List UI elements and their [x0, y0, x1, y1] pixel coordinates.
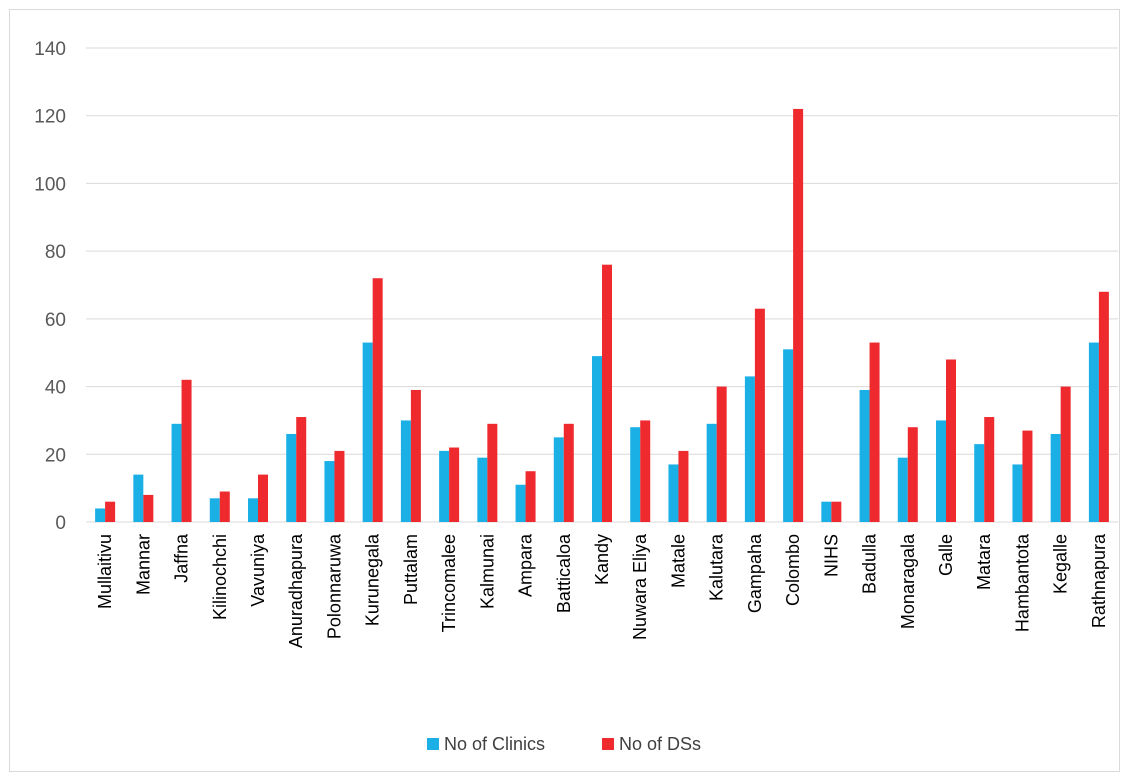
bar-dss: [640, 420, 651, 522]
y-axis-tick-labels: 0 20 40 60 80 100 120 140: [34, 39, 66, 534]
x-category-label: Mullaitivu: [95, 534, 115, 609]
bar-clinics: [553, 437, 564, 522]
x-category-label: Ampara: [516, 533, 536, 597]
bar-dss: [754, 308, 765, 522]
bar-clinics: [1088, 342, 1099, 522]
x-category-label: Rathnapura: [1089, 533, 1109, 628]
bar-dss: [296, 417, 307, 522]
bar-dss: [449, 447, 460, 522]
bar-clinics: [286, 433, 297, 522]
y-tick-label: 140: [34, 39, 66, 60]
y-tick-label: 80: [45, 242, 66, 263]
bar-dss: [258, 474, 268, 522]
x-category-label: Kegalle: [1051, 534, 1071, 594]
bar-clinics: [783, 349, 794, 522]
x-category-label: Trincomalee: [439, 534, 459, 632]
x-category-label: Galle: [936, 534, 956, 576]
bar-dss: [831, 501, 842, 522]
x-category-label: Nuwara Eliya: [630, 533, 650, 640]
bar-dss: [869, 342, 880, 522]
bars: [95, 108, 1109, 522]
x-axis-category-labels: Mullaitivu Mannar Jaffna Kilinochchi Vavuniy…: [95, 533, 1109, 648]
bar-dss: [1060, 386, 1071, 522]
legend-swatch: [427, 738, 439, 750]
bar-dss: [372, 278, 383, 522]
x-category-label: Hambantota: [1012, 533, 1032, 632]
bar-dss: [946, 359, 956, 522]
bar-clinics: [706, 423, 717, 522]
x-category-label: Monaragala: [898, 533, 918, 629]
bar-dss: [219, 491, 230, 522]
bar-clinics: [1050, 433, 1061, 522]
y-tick-label: 100: [34, 174, 66, 195]
bar-clinics: [859, 389, 870, 522]
x-category-label: Vavuniya: [248, 533, 268, 607]
bar-dss: [1098, 291, 1109, 522]
bar-clinics: [400, 420, 411, 522]
y-tick-label: 60: [45, 310, 66, 331]
bar-clinics: [439, 450, 450, 522]
bar-clinics: [515, 484, 526, 522]
x-category-label: Anuradhapura: [286, 533, 306, 648]
y-tick-label: 120: [34, 107, 66, 128]
x-category-label: Polonnaruwa: [324, 533, 344, 639]
bar-dss: [716, 386, 727, 522]
bar-dss: [410, 389, 421, 522]
bar-clinics: [936, 420, 946, 522]
y-tick-label: 40: [45, 378, 66, 399]
bar-clinics: [477, 457, 488, 522]
legend-label: No of Clinics: [444, 734, 545, 754]
bar-clinics: [209, 498, 220, 522]
chart-frame: [9, 9, 1120, 772]
y-tick-label: 20: [45, 445, 66, 466]
bar-clinics: [821, 501, 832, 522]
bar-clinics: [324, 461, 335, 522]
bar-dss: [525, 471, 536, 522]
bar-dss: [1022, 430, 1033, 522]
bar-clinics: [668, 464, 679, 522]
bar-clinics: [1012, 464, 1023, 522]
x-category-label: Badulla: [860, 533, 880, 594]
x-category-label: Kurunegala: [363, 533, 383, 626]
bar-dss: [181, 379, 192, 522]
x-category-label: NIHS: [821, 534, 841, 577]
bar-dss: [602, 264, 612, 522]
x-category-label: Kalmunai: [477, 534, 497, 609]
bar-clinics: [171, 423, 182, 522]
x-category-label: Kalutara: [707, 533, 727, 601]
legend: No of Clinics No of DSs: [427, 734, 701, 754]
bar-dss: [984, 417, 995, 522]
bar-clinics: [248, 498, 258, 522]
bar-clinics: [362, 342, 373, 522]
bar-dss: [334, 450, 345, 522]
bar-dss: [678, 450, 689, 522]
x-category-label: Matara: [974, 533, 994, 590]
bar-dss: [487, 423, 498, 522]
x-category-label: Gampaha: [745, 533, 765, 613]
legend-swatch: [602, 738, 614, 750]
x-category-label: Kilinochchi: [210, 534, 230, 620]
bar-clinics: [133, 474, 144, 522]
bar-clinics: [95, 508, 106, 522]
x-category-label: Puttalam: [401, 534, 421, 605]
x-category-label: Colombo: [783, 534, 803, 606]
y-tick-label: 0: [55, 513, 66, 534]
x-category-label: Jaffna: [172, 533, 192, 583]
x-category-label: Matale: [668, 534, 688, 588]
bar-clinics: [744, 376, 755, 522]
bar-clinics: [592, 356, 602, 522]
bar-clinics: [630, 427, 641, 522]
bar-dss: [793, 108, 804, 522]
bar-dss: [907, 427, 918, 522]
bar-clinics: [974, 444, 985, 522]
bar-dss: [143, 494, 154, 522]
legend-label: No of DSs: [619, 734, 701, 754]
bar-dss: [105, 501, 116, 522]
bar-clinics: [897, 457, 908, 522]
x-category-label: Batticaloa: [554, 533, 574, 613]
x-category-label: Mannar: [133, 534, 153, 595]
bar-dss: [563, 423, 574, 522]
x-category-label: Kandy: [592, 534, 612, 585]
